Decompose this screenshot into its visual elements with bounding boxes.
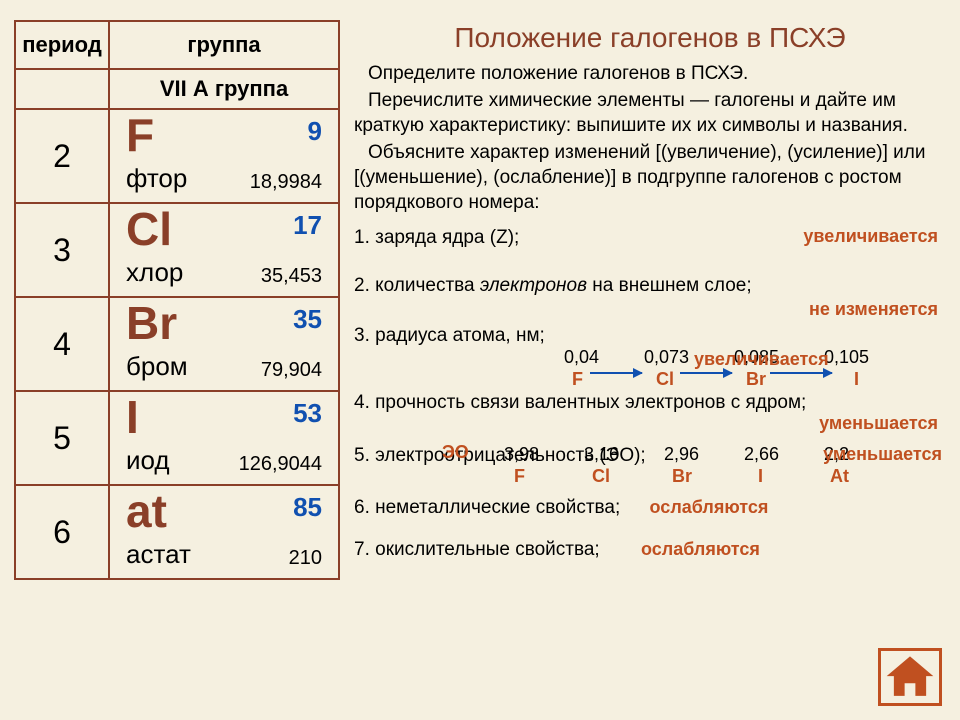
q3-s0: F	[572, 368, 583, 392]
q5-s2: Br	[672, 465, 692, 489]
q2: 2. количества электронов на внешнем слое…	[354, 273, 946, 322]
q3-text: 3. радиуса атома, нм;	[354, 325, 545, 346]
arrow-icon	[770, 372, 832, 374]
period-cell: 2	[15, 109, 109, 203]
q5-label: ЭО	[442, 441, 469, 465]
halogen-table: период группа VII А группа2F 9 фтор 18,9984…	[14, 20, 340, 580]
q3-s3: I	[854, 368, 859, 392]
q2-text: 2. количества	[354, 275, 475, 296]
page-title: Положение галогенов в ПСХЭ	[354, 20, 946, 57]
q5-s4: At	[830, 465, 849, 489]
q5-v3: 2,66	[744, 443, 779, 467]
element-symbol: Br	[126, 300, 177, 346]
q6-answer: ослабляются	[650, 497, 769, 517]
element-cell: at 85 астат 210	[109, 485, 339, 579]
q5-v0: 3,98	[504, 443, 539, 467]
q1: 1. заряда ядра (Z); увеличивается	[354, 225, 946, 250]
q2-text2: на внешнем слое;	[587, 275, 752, 296]
q7-answer: ослабляются	[641, 539, 760, 559]
element-name: астат	[126, 539, 191, 570]
element-cell: Cl 17 хлор 35,453	[109, 203, 339, 297]
element-mass: 210	[289, 547, 322, 570]
element-symbol: at	[126, 488, 167, 534]
q5-s1: Cl	[592, 465, 610, 489]
element-name: бром	[126, 351, 188, 382]
element-z: 35	[293, 304, 322, 335]
element-symbol: Cl	[126, 206, 172, 252]
element-mass: 79,904	[261, 359, 322, 382]
th-group: группа	[109, 21, 339, 69]
element-symbol: F	[126, 112, 154, 158]
q5-s0: F	[514, 465, 525, 489]
intro-3: Объясните характер изменений [(увеличени…	[354, 140, 946, 215]
home-icon	[881, 651, 939, 703]
element-z: 9	[308, 116, 322, 147]
arrow-icon	[680, 372, 732, 374]
table-row: 4 Br 35 бром 79,904	[15, 297, 339, 391]
intro-1: Определите положение галогенов в ПСХЭ.	[354, 61, 946, 86]
table-row: 5I 53 иод 126,9044	[15, 391, 339, 485]
element-name: фтор	[126, 163, 187, 194]
element-z: 53	[293, 398, 322, 429]
period-cell: 5	[15, 391, 109, 485]
q4: 4. прочность связи валентных электронов …	[354, 390, 946, 415]
element-z: 17	[293, 210, 322, 241]
q5-answer: уменьшается	[823, 443, 942, 467]
group-sub-cell: VII А группа	[109, 69, 339, 109]
th-period: период	[15, 21, 109, 69]
page: период группа VII А группа2F9фтор18,9984…	[0, 0, 960, 594]
table-row: 2F 9 фтор 18,9984	[15, 109, 339, 203]
element-mass: 126,9044	[239, 453, 322, 476]
q4-answer: уменьшается	[819, 412, 938, 436]
q7-text: 7. окислительные свойства;	[354, 539, 600, 560]
q3-data-row: 0,04 0,073 0,085 0,105 увеличивается F C…	[354, 346, 946, 390]
q3: 3. радиуса атома, нм; 0,04 0,073 0,085 0…	[354, 323, 946, 390]
q3-s1: Cl	[656, 368, 674, 392]
element-name: иод	[126, 445, 170, 476]
q6: 6. неметаллические свойства; ослабляются	[354, 495, 946, 520]
element-cell: Br 35 бром 79,904	[109, 297, 339, 391]
element-mass: 35,453	[261, 265, 322, 288]
q2-answer: не изменяется	[354, 298, 938, 322]
q1-answer: увеличивается	[803, 225, 938, 249]
q4-text: 4. прочность связи валентных электронов …	[354, 392, 806, 413]
period-cell: 6	[15, 485, 109, 579]
element-mass: 18,9984	[250, 171, 322, 194]
element-name: хлор	[126, 257, 183, 288]
q2-italic: электронов	[480, 275, 587, 296]
table-row: 3 Cl 17 хлор 35,453	[15, 203, 339, 297]
element-cell: F 9 фтор 18,9984	[109, 109, 339, 203]
q5: 5. электроотрицательность (ЭО); ЭО 3,98 …	[354, 443, 946, 489]
q5-v2: 2,96	[664, 443, 699, 467]
table-row: 6 at 85 астат 210	[15, 485, 339, 579]
element-symbol: I	[126, 394, 139, 440]
period-cell: 3	[15, 203, 109, 297]
arrow-icon	[590, 372, 642, 374]
q3-v0: 0,04	[564, 346, 599, 370]
home-button[interactable]	[878, 648, 942, 706]
content: Положение галогенов в ПСХЭ Определите по…	[354, 20, 946, 580]
intro-2: Перечислите химические элементы — галоге…	[354, 88, 946, 138]
q3-s2: Br	[746, 368, 766, 392]
q5-v1: 3,16	[584, 443, 619, 467]
element-z: 85	[293, 492, 322, 523]
q7: 7. окислительные свойства; ослабляются	[354, 537, 946, 562]
q6-text: 6. неметаллические свойства;	[354, 497, 620, 518]
q5-data-row: 5. электроотрицательность (ЭО); ЭО 3,98 …	[354, 443, 946, 489]
q3-v3: 0,105	[824, 346, 869, 370]
period-cell: 4	[15, 297, 109, 391]
element-cell: I 53 иод 126,9044	[109, 391, 339, 485]
q5-s3: I	[758, 465, 763, 489]
q3-v1: 0,073	[644, 346, 689, 370]
q1-text: 1. заряда ядра (Z);	[354, 227, 519, 248]
